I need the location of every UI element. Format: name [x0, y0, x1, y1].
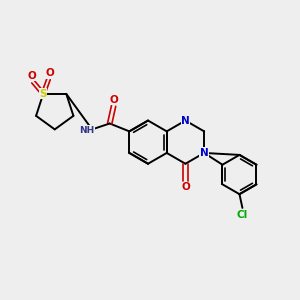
- Text: N: N: [181, 116, 190, 126]
- Text: O: O: [181, 182, 190, 192]
- Text: NH: NH: [80, 126, 95, 135]
- Text: O: O: [45, 68, 54, 78]
- Text: O: O: [28, 71, 37, 81]
- Text: N: N: [200, 148, 208, 158]
- Text: Cl: Cl: [237, 210, 248, 220]
- Text: O: O: [109, 95, 118, 105]
- Text: S: S: [40, 89, 47, 99]
